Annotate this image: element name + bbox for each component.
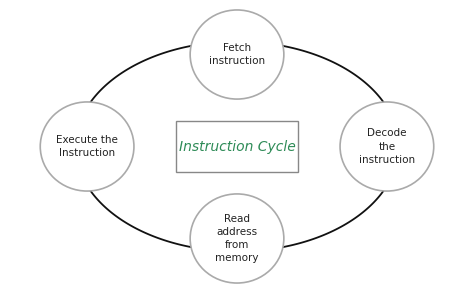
Text: Read
address
from
memory: Read address from memory <box>215 214 259 263</box>
Text: Decode
the
instruction: Decode the instruction <box>359 128 415 165</box>
Ellipse shape <box>190 10 284 99</box>
Text: Execute the
Instruction: Execute the Instruction <box>56 135 118 158</box>
FancyBboxPatch shape <box>176 121 298 172</box>
Text: Instruction Cycle: Instruction Cycle <box>179 139 295 154</box>
Ellipse shape <box>40 102 134 191</box>
Ellipse shape <box>340 102 434 191</box>
Text: Fetch
instruction: Fetch instruction <box>209 43 265 66</box>
Ellipse shape <box>190 194 284 283</box>
